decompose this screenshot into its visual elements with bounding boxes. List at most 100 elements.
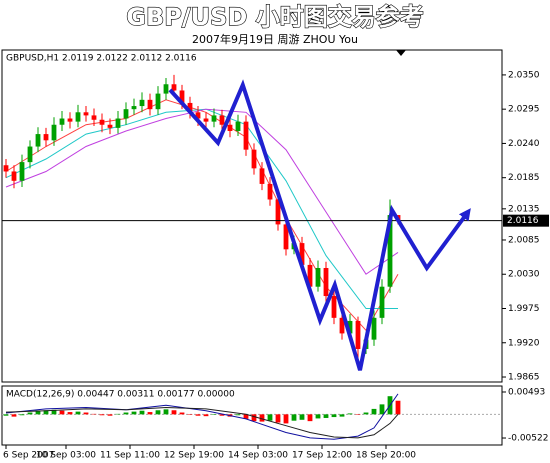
candle-body [139,99,145,107]
macd-bar [43,410,49,415]
candle-body [299,243,305,265]
x-tick-label: 12 Sep 19:00 [164,451,224,461]
candle-body [147,99,153,110]
y-tick-label: 2.0240 [508,139,540,149]
macd-bar [347,413,353,415]
macd-bar [323,414,329,418]
candle-body [51,124,57,141]
candle-body [43,134,49,141]
x-tick-label: 14 Sep 03:00 [228,451,288,461]
chart-header: GBPUSD,H1 2.0119 2.0122 2.0112 2.0116 [6,54,197,64]
x-tick-label: 11 Sep 11:00 [100,451,160,461]
candle-body [203,118,209,122]
x-tick-label: 6 Sep 2007 [3,451,54,461]
candle-body [371,317,377,340]
macd-bar [315,414,321,419]
macd-bar [59,410,65,415]
candle-body [131,106,137,110]
candle-body [11,171,17,181]
candle-body [211,115,217,122]
last-price-box [503,214,549,227]
candle-body [35,134,41,147]
macd-line [5,393,399,440]
macd-bar [355,414,361,415]
candle-body [67,118,73,122]
macd-signal [5,406,399,439]
macd-bar [99,414,105,416]
y-tick-label: 2.0185 [508,173,540,183]
candle-body [115,118,121,128]
macd-bar [115,413,121,415]
candle-body [315,268,321,287]
macd-bar [139,410,145,415]
y-tick-label: 2.0030 [508,270,540,280]
macd-bar [83,412,89,415]
macd-bar [203,414,209,417]
macd-bar [3,414,9,416]
macd-bar [371,408,377,415]
macd-bar [51,409,57,415]
macd-bar [211,414,217,415]
macd-bar [259,414,265,422]
candle-body [91,115,97,120]
candle-body [187,102,193,113]
x-tick-label: 18 Sep 20:00 [356,451,416,461]
macd-bar [131,411,137,415]
macd-bar [339,414,345,417]
y-tick-label: 2.0350 [508,70,540,80]
candle-body [3,165,9,172]
macd-bar [275,414,281,423]
candle-body [19,162,25,181]
macd-bar [67,412,73,415]
candle-body [339,317,345,334]
candle-body [219,115,225,125]
y-tick-label: 2.0135 [508,204,540,214]
candle-body [235,121,241,131]
macd-bar [123,412,129,415]
candle-body [243,121,249,150]
macd-bar [163,409,169,415]
candle-body [107,124,113,128]
macd-tick-label: -0.00522 [508,434,548,444]
shift-marker [396,50,406,56]
y-tick-label: 2.0085 [508,235,540,245]
candle-body [195,112,201,119]
macd-bar [243,414,249,419]
last-price-label: 2.0116 [507,216,539,226]
candle-body [27,146,33,163]
candle-body [259,168,265,184]
macd-bar [11,414,17,417]
macd-bar [171,410,177,415]
candle-body [347,320,353,334]
macd-bar [395,400,401,415]
macd-label: MACD(12,26,9) 0.00447 0.00311 0.00177 0.… [6,390,235,400]
forecast-path [168,79,471,371]
y-tick-label: 2.0295 [508,105,540,115]
macd-bar [91,413,97,415]
candle-body [355,320,361,349]
x-tick-label: 10 Sep 03:00 [36,451,96,461]
macd-bar [107,414,113,416]
y-tick-label: 1.9975 [508,304,540,314]
macd-bar [179,412,185,415]
chart-title: GBP/USD 小时图交易参考 [126,3,423,31]
macd-bar [187,414,193,415]
price-panel [1,49,503,383]
macd-tick-label: 0.00493 [508,387,545,397]
macd-bar [331,414,337,418]
candle-body [99,119,105,125]
macd-bar [35,410,41,415]
macd-bar [307,414,313,422]
candle-body [179,90,185,103]
candle-body [387,215,393,287]
macd-bar [235,414,241,416]
macd-bar [251,414,257,422]
macd-bar [147,412,153,415]
macd-bar [155,410,161,415]
candle-body [267,183,273,200]
candle-body [227,124,233,131]
candle-body [163,84,169,94]
candle-body [123,109,129,119]
macd-bar [219,414,225,416]
